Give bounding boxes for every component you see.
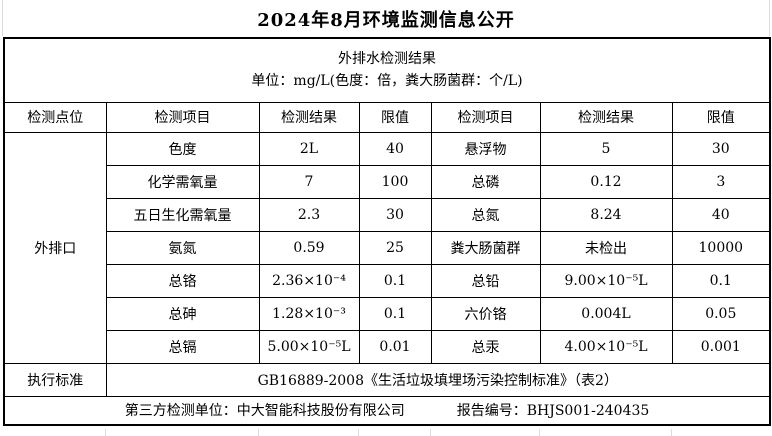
item-cell: 总铬 <box>105 263 260 298</box>
item-cell: 六价铬 <box>430 296 541 331</box>
table-subtitle-cell: 外排水检测结果 单位：mg/L(色度：倍，粪大肠菌群：个/L) <box>3 37 771 103</box>
result-cell: 0.12 <box>539 164 673 199</box>
limit-cell: 0.1 <box>358 263 432 298</box>
result-cell: 2.3 <box>258 197 360 232</box>
col-header-result-2: 检测结果 <box>539 101 673 133</box>
col-header-site: 检测点位 <box>3 101 107 133</box>
page-title: 2024年8月环境监测信息公开 <box>257 9 515 31</box>
standard-label-cell: 执行标准 <box>3 362 107 397</box>
result-cell: 8.24 <box>539 197 673 232</box>
result-cell: 0.004L <box>539 296 673 331</box>
standard-value-cell: GB16889-2008《生活垃圾填埋场污染控制标准》（表2） <box>105 362 771 397</box>
monitoring-table: 外排水检测结果 单位：mg/L(色度：倍，粪大肠菌群：个/L) 检测点位 检测项… <box>3 37 772 426</box>
table-row: 总铬 2.36×10⁻⁴ 0.1 总铅 9.00×10⁻⁵L 0.1 <box>4 263 771 298</box>
standard-row: 执行标准 GB16889-2008《生活垃圾填埋场污染控制标准》（表2） <box>3 362 771 397</box>
limit-cell: 40 <box>671 197 771 232</box>
gridline-left <box>2 0 3 36</box>
limit-cell: 0.05 <box>671 296 771 331</box>
item-cell: 粪大肠菌群 <box>430 230 541 265</box>
limit-cell: 40 <box>358 131 432 166</box>
gridline-bottom <box>430 429 431 436</box>
table-row: 外排口 色度 2L 40 悬浮物 5 30 <box>3 131 771 364</box>
limit-cell: 100 <box>358 164 432 199</box>
table-units-note: 单位：mg/L(色度：倍，粪大肠菌群：个/L) <box>251 73 523 90</box>
col-header-limit-2: 限值 <box>671 101 771 133</box>
result-cell: 2L <box>258 131 360 166</box>
table-row: 总砷 1.28×10⁻³ 0.1 六价铬 0.004L 0.05 <box>4 296 771 331</box>
limit-cell: 10000 <box>671 230 771 265</box>
header-row: 检测点位 检测项目 检测结果 限值 检测项目 检测结果 限值 <box>3 101 771 133</box>
result-cell: 7 <box>258 164 360 199</box>
result-cell: 5 <box>539 131 673 166</box>
col-header-item-1: 检测项目 <box>105 101 260 133</box>
footer-cell: 第三方检测单位：中大智能科技股份有限公司 报告编号：BHJS001-240435 <box>3 395 771 426</box>
item-cell: 悬浮物 <box>430 131 541 166</box>
item-cell: 色度 <box>105 131 260 166</box>
item-cell: 氨氮 <box>105 230 260 265</box>
footer-row: 第三方检测单位：中大智能科技股份有限公司 报告编号：BHJS001-240435 <box>3 395 771 426</box>
limit-cell: 30 <box>358 197 432 232</box>
gridline-bottom <box>358 429 359 436</box>
table-subtitle: 外排水检测结果 <box>338 51 437 68</box>
gridline-bottom <box>671 429 672 436</box>
result-cell: 未检出 <box>539 230 673 265</box>
item-cell: 总磷 <box>430 164 541 199</box>
col-header-result-1: 检测结果 <box>258 101 360 133</box>
report-number: 报告编号：BHJS001-240435 <box>456 403 650 420</box>
item-cell: 总氮 <box>430 197 541 232</box>
limit-cell: 0.001 <box>671 329 771 364</box>
site-cell: 外排口 <box>3 131 107 364</box>
result-cell: 9.00×10⁻⁵L <box>539 263 673 298</box>
limit-cell: 3 <box>671 164 771 199</box>
limit-cell: 25 <box>358 230 432 265</box>
item-cell: 总汞 <box>430 329 541 364</box>
result-cell: 0.59 <box>258 230 360 265</box>
col-header-limit-1: 限值 <box>358 101 432 133</box>
table-row: 氨氮 0.59 25 粪大肠菌群 未检出 10000 <box>4 230 771 265</box>
table-row: 化学需氧量 7 100 总磷 0.12 3 <box>4 164 771 199</box>
result-cell: 5.00×10⁻⁵L <box>258 329 360 364</box>
limit-cell: 0.1 <box>358 296 432 331</box>
item-cell: 化学需氧量 <box>105 164 260 199</box>
gridline-bottom <box>258 429 259 436</box>
result-cell: 1.28×10⁻³ <box>258 296 360 331</box>
gridline-right <box>769 0 770 36</box>
item-cell: 总镉 <box>105 329 260 364</box>
item-cell: 总铅 <box>430 263 541 298</box>
gridline-bottom <box>539 429 540 436</box>
result-cell: 2.36×10⁻⁴ <box>258 263 360 298</box>
gridline-bottom <box>105 429 106 436</box>
result-cell: 4.00×10⁻⁵L <box>539 329 673 364</box>
limit-cell: 0.1 <box>671 263 771 298</box>
limit-cell: 0.01 <box>358 329 432 364</box>
item-cell: 总砷 <box>105 296 260 331</box>
col-header-item-2: 检测项目 <box>430 101 541 133</box>
table-row: 总镉 5.00×10⁻⁵L 0.01 总汞 4.00×10⁻⁵L 0.001 <box>4 329 771 364</box>
table-row: 五日生化需氧量 2.3 30 总氮 8.24 40 <box>4 197 771 232</box>
item-cell: 五日生化需氧量 <box>105 197 260 232</box>
third-party-lab: 第三方检测单位：中大智能科技股份有限公司 <box>124 403 405 420</box>
limit-cell: 30 <box>671 131 771 166</box>
